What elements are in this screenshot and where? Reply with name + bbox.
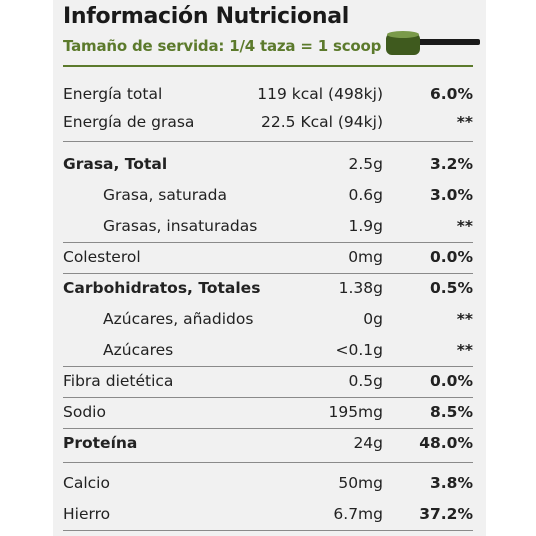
nutrient-amount: 195mg xyxy=(328,403,383,421)
nutrient-amount: <0.1g xyxy=(335,341,383,359)
nutrient-amount: 24g xyxy=(353,434,383,452)
daily-value: 3.8% xyxy=(430,474,473,492)
nutrient-label: Carbohidratos, Totales xyxy=(63,279,261,297)
daily-value: 6.0% xyxy=(430,85,473,103)
daily-value: 3.2% xyxy=(430,155,473,173)
daily-value: 0.5% xyxy=(430,279,473,297)
nutrient-row: Fibra dietética 0.5g 0.0% xyxy=(63,370,473,392)
nutrient-row: Carbohidratos, Totales 1.38g 0.5% xyxy=(63,277,473,299)
row-divider xyxy=(63,273,473,274)
nutrient-row: Grasa, Total 2.5g 3.2% xyxy=(63,153,473,175)
daily-value: 3.0% xyxy=(430,186,473,204)
nutrient-amount: 22.5 Kcal (94kj) xyxy=(261,113,383,131)
nutrient-label: Energía de grasa xyxy=(63,113,195,131)
nutrient-row: Hierro 6.7mg 37.2% xyxy=(63,503,473,525)
nutrient-amount: 119 kcal (498kj) xyxy=(257,85,383,103)
daily-value: ** xyxy=(456,310,473,328)
section-divider xyxy=(63,141,473,142)
nutrient-amount: 50mg xyxy=(338,474,383,492)
nutrient-amount: 0g xyxy=(363,310,383,328)
nutrient-row: Azúcares, añadidos 0g ** xyxy=(63,308,473,330)
nutrient-amount: 1.38g xyxy=(338,279,383,297)
section-divider xyxy=(63,462,473,463)
row-divider xyxy=(63,428,473,429)
daily-value: 0.0% xyxy=(430,372,473,390)
panel-title: Información Nutricional xyxy=(63,4,349,29)
row-divider xyxy=(63,530,473,531)
nutrition-panel xyxy=(53,0,486,536)
row-divider xyxy=(63,242,473,243)
nutrient-row: Colesterol 0mg 0.0% xyxy=(63,246,473,268)
nutrient-row: Proteína 24g 48.0% xyxy=(63,432,473,454)
daily-value: ** xyxy=(456,217,473,235)
nutrient-label: Energía total xyxy=(63,85,163,103)
nutrient-label: Colesterol xyxy=(63,248,141,266)
nutrient-row: Grasas, insaturadas 1.9g ** xyxy=(63,215,473,237)
nutrient-label: Grasa, saturada xyxy=(103,186,227,204)
nutrient-amount: 0.6g xyxy=(348,186,384,204)
header-divider xyxy=(63,65,473,67)
row-divider xyxy=(63,397,473,398)
nutrient-row: Energía de grasa 22.5 Kcal (94kj) ** xyxy=(63,111,473,133)
nutrient-row: Grasa, saturada 0.6g 3.0% xyxy=(63,184,473,206)
nutrient-label: Fibra dietética xyxy=(63,372,174,390)
measuring-scoop-icon xyxy=(386,31,480,55)
nutrient-amount: 0mg xyxy=(348,248,383,266)
nutrient-amount: 1.9g xyxy=(348,217,384,235)
nutrient-label: Hierro xyxy=(63,505,111,523)
nutrient-label: Grasa, Total xyxy=(63,155,168,173)
row-divider xyxy=(63,366,473,367)
nutrient-row: Energía total 119 kcal (498kj) 6.0% xyxy=(63,83,473,105)
nutrient-row: Calcio 50mg 3.8% xyxy=(63,472,473,494)
nutrient-label: Azúcares xyxy=(103,341,174,359)
nutrient-label: Azúcares, añadidos xyxy=(103,310,254,328)
nutrient-label: Sodio xyxy=(63,403,106,421)
nutrient-amount: 6.7mg xyxy=(333,505,383,523)
nutrient-row: Azúcares <0.1g ** xyxy=(63,339,473,361)
daily-value: 0.0% xyxy=(430,248,473,266)
nutrient-label: Calcio xyxy=(63,474,110,492)
daily-value: 37.2% xyxy=(419,505,473,523)
nutrient-row: Sodio 195mg 8.5% xyxy=(63,401,473,423)
nutrient-amount: 2.5g xyxy=(348,155,384,173)
nutrient-label: Proteína xyxy=(63,434,138,452)
nutrient-amount: 0.5g xyxy=(348,372,384,390)
daily-value: 48.0% xyxy=(419,434,473,452)
daily-value: ** xyxy=(456,341,473,359)
daily-value: ** xyxy=(456,113,473,131)
nutrient-label: Grasas, insaturadas xyxy=(103,217,258,235)
serving-size: Tamaño de servida: 1/4 taza = 1 scoop xyxy=(63,37,382,55)
daily-value: 8.5% xyxy=(430,403,473,421)
